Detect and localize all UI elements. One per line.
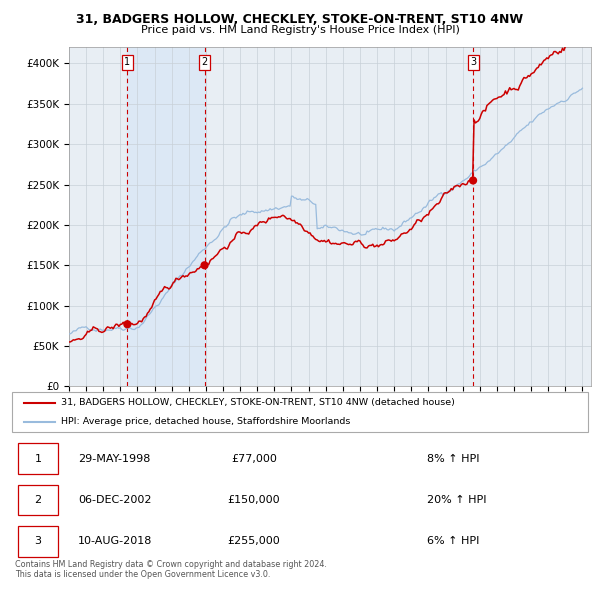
Text: 10-AUG-2018: 10-AUG-2018 xyxy=(78,536,152,546)
Bar xyxy=(127,47,205,386)
Text: 2: 2 xyxy=(34,495,41,505)
Text: 1: 1 xyxy=(34,454,41,464)
Text: 29-MAY-1998: 29-MAY-1998 xyxy=(78,454,151,464)
FancyBboxPatch shape xyxy=(12,392,588,432)
Text: HPI: Average price, detached house, Staffordshire Moorlands: HPI: Average price, detached house, Staf… xyxy=(61,417,350,427)
Text: £77,000: £77,000 xyxy=(231,454,277,464)
Text: 3: 3 xyxy=(470,57,476,67)
FancyBboxPatch shape xyxy=(18,485,58,516)
Text: 8% ↑ HPI: 8% ↑ HPI xyxy=(427,454,479,464)
Text: Contains HM Land Registry data © Crown copyright and database right 2024.
This d: Contains HM Land Registry data © Crown c… xyxy=(15,560,327,579)
Text: £150,000: £150,000 xyxy=(227,495,280,505)
FancyBboxPatch shape xyxy=(18,444,58,474)
Text: 06-DEC-2002: 06-DEC-2002 xyxy=(78,495,152,505)
Text: 2: 2 xyxy=(202,57,208,67)
Text: Price paid vs. HM Land Registry's House Price Index (HPI): Price paid vs. HM Land Registry's House … xyxy=(140,25,460,35)
Text: 6% ↑ HPI: 6% ↑ HPI xyxy=(427,536,479,546)
Text: 20% ↑ HPI: 20% ↑ HPI xyxy=(427,495,486,505)
Point xyxy=(468,176,478,185)
Text: 3: 3 xyxy=(34,536,41,546)
Point xyxy=(200,261,209,270)
Text: 31, BADGERS HOLLOW, CHECKLEY, STOKE-ON-TRENT, ST10 4NW (detached house): 31, BADGERS HOLLOW, CHECKLEY, STOKE-ON-T… xyxy=(61,398,455,408)
Text: 1: 1 xyxy=(124,57,130,67)
Text: £255,000: £255,000 xyxy=(227,536,280,546)
Point xyxy=(122,320,132,329)
FancyBboxPatch shape xyxy=(18,526,58,557)
Text: 31, BADGERS HOLLOW, CHECKLEY, STOKE-ON-TRENT, ST10 4NW: 31, BADGERS HOLLOW, CHECKLEY, STOKE-ON-T… xyxy=(76,13,524,26)
